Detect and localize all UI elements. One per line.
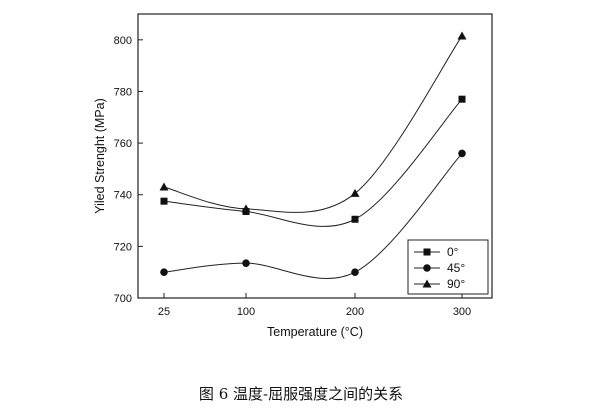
y-tick-label: 740	[114, 190, 132, 202]
data-point-circle	[458, 149, 466, 158]
data-point-triangle	[457, 31, 467, 40]
y-tick-label: 720	[114, 241, 132, 253]
data-point-square	[160, 197, 168, 205]
x-axis-title: Temperature (°C)	[267, 325, 363, 339]
data-point-square	[458, 95, 466, 103]
y-tick-label: 760	[114, 138, 132, 150]
series-line-circle	[163, 153, 463, 279]
x-tick-label: 25	[158, 306, 170, 318]
figure-caption: 图 6 温度-屈服强度之间的关系	[198, 385, 404, 403]
legend-marker-circle	[423, 264, 431, 272]
legend-label: 45°	[447, 261, 465, 275]
x-tick-label: 300	[453, 306, 471, 318]
y-tick-label: 700	[114, 293, 132, 305]
x-tick-label: 100	[237, 306, 255, 318]
series-line-square	[163, 98, 463, 227]
y-axis-title: Yiled Strenght (MPa)	[93, 98, 107, 214]
data-point-triangle	[241, 204, 251, 213]
series-layer	[159, 31, 467, 279]
data-point-circle	[242, 259, 250, 267]
legend-marker-triangle	[422, 279, 432, 288]
legend-box	[407, 239, 489, 295]
data-point-circle	[160, 268, 168, 276]
y-tick-label: 800	[114, 35, 132, 47]
legend: 0° 45° 90°	[407, 239, 489, 295]
x-axis-ticks: 25 100 200 300	[158, 293, 471, 318]
chart: 700 720 740 760 780 800 25 100 200 300 Temperatu…	[93, 13, 493, 339]
data-point-square	[351, 215, 359, 223]
y-tick-label: 780	[114, 86, 132, 98]
data-point-triangle	[159, 182, 169, 191]
x-tick-label: 200	[346, 306, 364, 318]
legend-marker-square	[423, 248, 431, 256]
plot-frame	[137, 13, 493, 299]
series-line-triangle	[163, 35, 463, 213]
legend-label: 90°	[447, 277, 465, 291]
data-point-circle	[351, 268, 359, 276]
data-point-triangle	[350, 188, 360, 197]
y-axis-ticks: 700 720 740 760 780 800	[114, 35, 143, 305]
legend-label: 0°	[447, 245, 459, 259]
